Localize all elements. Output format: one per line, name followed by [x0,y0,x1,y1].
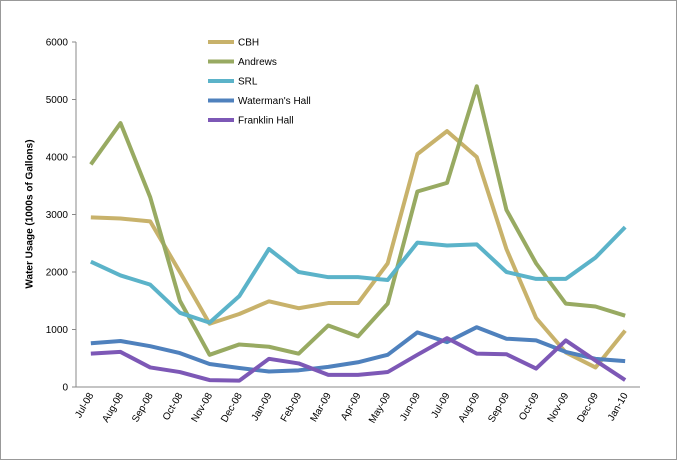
y-axis-title: Water Usage (1000s of Gallons) [25,139,36,288]
y-tick-label: 2000 [46,268,69,279]
series-line [90,325,626,374]
y-tick-label: 5000 [46,95,69,106]
legend-label: Franklin Hall [238,116,294,127]
legend-label: SRL [238,77,258,88]
y-tick-label: 6000 [46,38,69,49]
y-tick-label: 1000 [46,325,69,336]
series-line [90,129,627,370]
y-tick-label: 0 [62,383,68,394]
y-tick-label: 4000 [46,153,69,164]
series-line [90,336,627,383]
legend-label: Waterman's Hall [238,96,311,107]
legend-label: CBH [238,38,259,49]
legend-label: Andrews [238,57,277,68]
series-line [89,84,626,357]
series-line [89,225,627,325]
y-tick-label: 3000 [46,210,69,221]
